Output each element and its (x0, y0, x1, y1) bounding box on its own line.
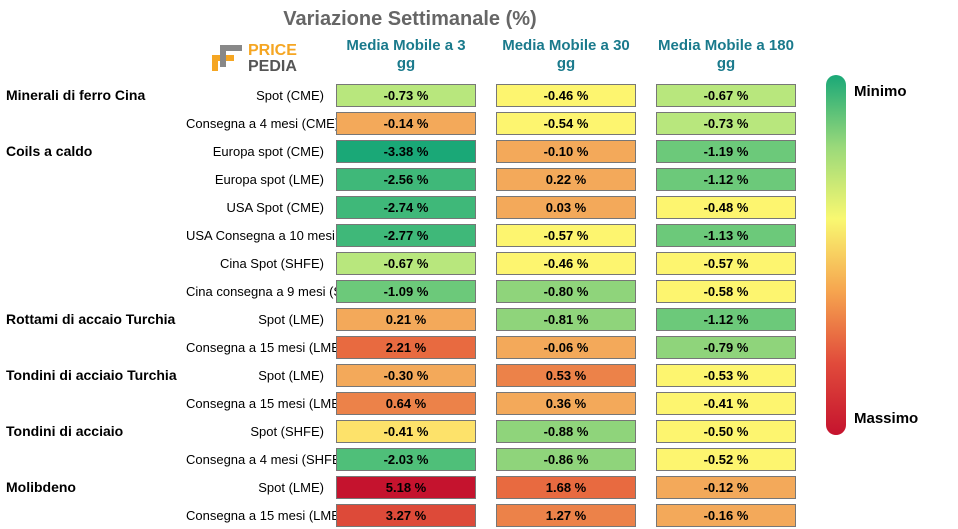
heatmap-cell: -3.38 % (336, 140, 476, 163)
heatmap-cell: -0.81 % (496, 308, 636, 331)
sublabel: Cina Spot (SHFE) (186, 257, 336, 270)
heatmap-cell: 0.64 % (336, 392, 476, 415)
sublabel: Consegna a 15 mesi (LME) (186, 509, 336, 522)
heatmap-cell: -1.09 % (336, 280, 476, 303)
logo: PRICE PEDIA (0, 37, 336, 77)
heatmap-cell: -0.46 % (496, 252, 636, 275)
heatmap-cell: 0.03 % (496, 196, 636, 219)
heatmap-cell: -0.54 % (496, 112, 636, 135)
heatmap-cell: 2.21 % (336, 336, 476, 359)
heatmap-cell: 3.27 % (336, 504, 476, 527)
column-header-1: Media Mobile a 30gg (496, 33, 636, 81)
heatmap-cell: -1.19 % (656, 140, 796, 163)
sublabel: Consegna a 15 mesi (LME) (186, 397, 336, 410)
heatmap-cell: -0.88 % (496, 420, 636, 443)
heatmap-cell: -0.48 % (656, 196, 796, 219)
heatmap-cell: -0.57 % (496, 224, 636, 247)
heatmap-cell: 0.22 % (496, 168, 636, 191)
sublabel: Spot (LME) (186, 481, 336, 494)
heatmap-cell: -0.41 % (656, 392, 796, 415)
heatmap-cell: -0.67 % (656, 84, 796, 107)
heatmap-cell: -0.86 % (496, 448, 636, 471)
heatmap-grid: PRICE PEDIA Media Mobile a 3gg Media Mob… (0, 33, 820, 529)
category-label: Molibdeno (0, 480, 186, 494)
heatmap-cell: 5.18 % (336, 476, 476, 499)
heatmap-cell: -0.67 % (336, 252, 476, 275)
sublabel: Spot (LME) (186, 313, 336, 326)
heatmap-cell: 0.21 % (336, 308, 476, 331)
sublabel: USA Spot (CME) (186, 201, 336, 214)
logo-text-1: PRICE (248, 42, 297, 59)
sublabel: Europa spot (LME) (186, 173, 336, 186)
heatmap-cell: 0.53 % (496, 364, 636, 387)
heatmap-cell: -0.52 % (656, 448, 796, 471)
heatmap-cell: -1.12 % (656, 308, 796, 331)
heatmap-cell: -0.80 % (496, 280, 636, 303)
sublabel: Consegna a 4 mesi (CME) (186, 117, 336, 130)
legend-gradient-bar (826, 75, 846, 435)
heatmap-cell: -2.03 % (336, 448, 476, 471)
heatmap-cell: -0.46 % (496, 84, 636, 107)
heatmap-cell: -0.16 % (656, 504, 796, 527)
heatmap-cell: -0.58 % (656, 280, 796, 303)
legend-min-label: Minimo (854, 83, 918, 100)
heatmap-cell: -0.14 % (336, 112, 476, 135)
heatmap-cell: -0.30 % (336, 364, 476, 387)
sublabel: USA Consegna a 10 mesi (CME) (186, 229, 336, 242)
logo-text-2: PEDIA (248, 58, 297, 75)
category-label: Rottami di accaio Turchia (0, 312, 186, 326)
heatmap-cell: -0.53 % (656, 364, 796, 387)
heatmap-cell: -0.73 % (336, 84, 476, 107)
heatmap-cell: -2.77 % (336, 224, 476, 247)
sublabel: Spot (LME) (186, 369, 336, 382)
sublabel: Spot (SHFE) (186, 425, 336, 438)
heatmap-cell: -1.12 % (656, 168, 796, 191)
heatmap-cell: -0.50 % (656, 420, 796, 443)
heatmap-cell: -1.13 % (656, 224, 796, 247)
sublabel: Spot (CME) (186, 89, 336, 102)
legend-max-label: Massimo (854, 410, 918, 427)
color-legend: Minimo Massimo (826, 75, 946, 435)
heatmap-cell: -0.79 % (656, 336, 796, 359)
heatmap-cell: 1.27 % (496, 504, 636, 527)
chart-title: Variazione Settimanale (%) (0, 8, 820, 31)
sublabel: Consegna a 15 mesi (LME) (186, 341, 336, 354)
sublabel: Europa spot (CME) (186, 145, 336, 158)
heatmap-cell: -2.56 % (336, 168, 476, 191)
column-header-2: Media Mobile a 180gg (656, 33, 796, 81)
category-label: Minerali di ferro Cina (0, 88, 186, 102)
heatmap-cell: -0.10 % (496, 140, 636, 163)
heatmap-cell: 1.68 % (496, 476, 636, 499)
heatmap-cell: -0.41 % (336, 420, 476, 443)
heatmap-cell: -0.57 % (656, 252, 796, 275)
heatmap-cell: 0.36 % (496, 392, 636, 415)
heatmap-cell: -0.12 % (656, 476, 796, 499)
heatmap-cell: -0.73 % (656, 112, 796, 135)
category-label: Tondini di acciaio (0, 424, 186, 438)
heatmap-cell: -2.74 % (336, 196, 476, 219)
column-header-0: Media Mobile a 3gg (336, 33, 476, 81)
category-label: Tondini di acciaio Turchia (0, 368, 186, 382)
sublabel: Consegna a 4 mesi (SHFE) (186, 453, 336, 466)
category-label: Coils a caldo (0, 144, 186, 158)
heatmap-cell: -0.06 % (496, 336, 636, 359)
sublabel: Cina consegna a 9 mesi (SHFE) (186, 285, 336, 298)
